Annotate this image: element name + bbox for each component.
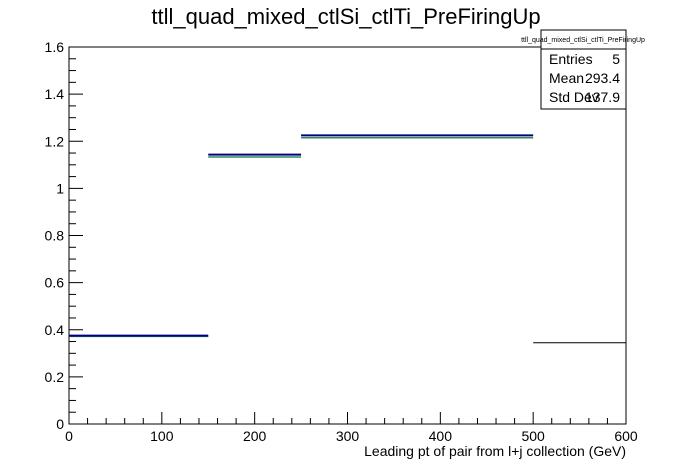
stats-entries-value: 5 — [612, 51, 620, 67]
y-tick-label: 0.6 — [45, 275, 65, 291]
y-tick-label: 0.8 — [45, 228, 65, 244]
stats-mean-value: 293.4 — [585, 70, 620, 86]
y-tick-label: 0 — [56, 416, 64, 432]
x-axis-tick-labels: 0 100 200 300 400 500 600 — [65, 428, 638, 444]
y-tick-label: 1.6 — [45, 39, 65, 55]
x-tick-label: 200 — [243, 428, 267, 444]
x-tick-label: 400 — [429, 428, 453, 444]
x-tick-label: 500 — [521, 428, 545, 444]
nominal-histogram-series — [69, 134, 626, 344]
x-tick-label: 100 — [150, 428, 174, 444]
y-axis-tick-labels: 0 0.2 0.4 0.6 0.8 1 1.2 1.4 1.6 — [45, 39, 65, 432]
x-tick-label: 0 — [65, 428, 73, 444]
stats-stddev-label: Std Dev — [549, 89, 599, 105]
stats-mean-label: Mean — [549, 70, 584, 86]
y-tick-label: 0.2 — [45, 369, 65, 385]
chart-title: ttll_quad_mixed_ctlSi_ctlTi_PreFiringUp — [151, 4, 540, 29]
y-tick-label: 1 — [56, 180, 64, 196]
y-axis-ticks — [69, 46, 83, 425]
x-axis-ticks — [68, 412, 627, 424]
x-tick-label: 300 — [336, 428, 360, 444]
x-axis-title: Leading pt of pair from l+j collection (… — [364, 443, 626, 459]
y-tick-label: 1.4 — [45, 86, 65, 102]
y-tick-label: 1.2 — [45, 133, 65, 149]
stats-box: ttll_quad_mixed_ctlSi_ctlTi_PreFiringUp … — [521, 29, 645, 110]
stats-box-title: ttll_quad_mixed_ctlSi_ctlTi_PreFiringUp — [521, 37, 645, 44]
stats-box-frame — [540, 29, 627, 110]
y-tick-label: 0.4 — [45, 322, 65, 338]
shifted-histogram-series — [69, 136, 534, 338]
x-tick-label: 600 — [614, 428, 638, 444]
stats-stddev-value: 137.9 — [585, 89, 620, 105]
stats-entries-label: Entries — [549, 51, 593, 67]
